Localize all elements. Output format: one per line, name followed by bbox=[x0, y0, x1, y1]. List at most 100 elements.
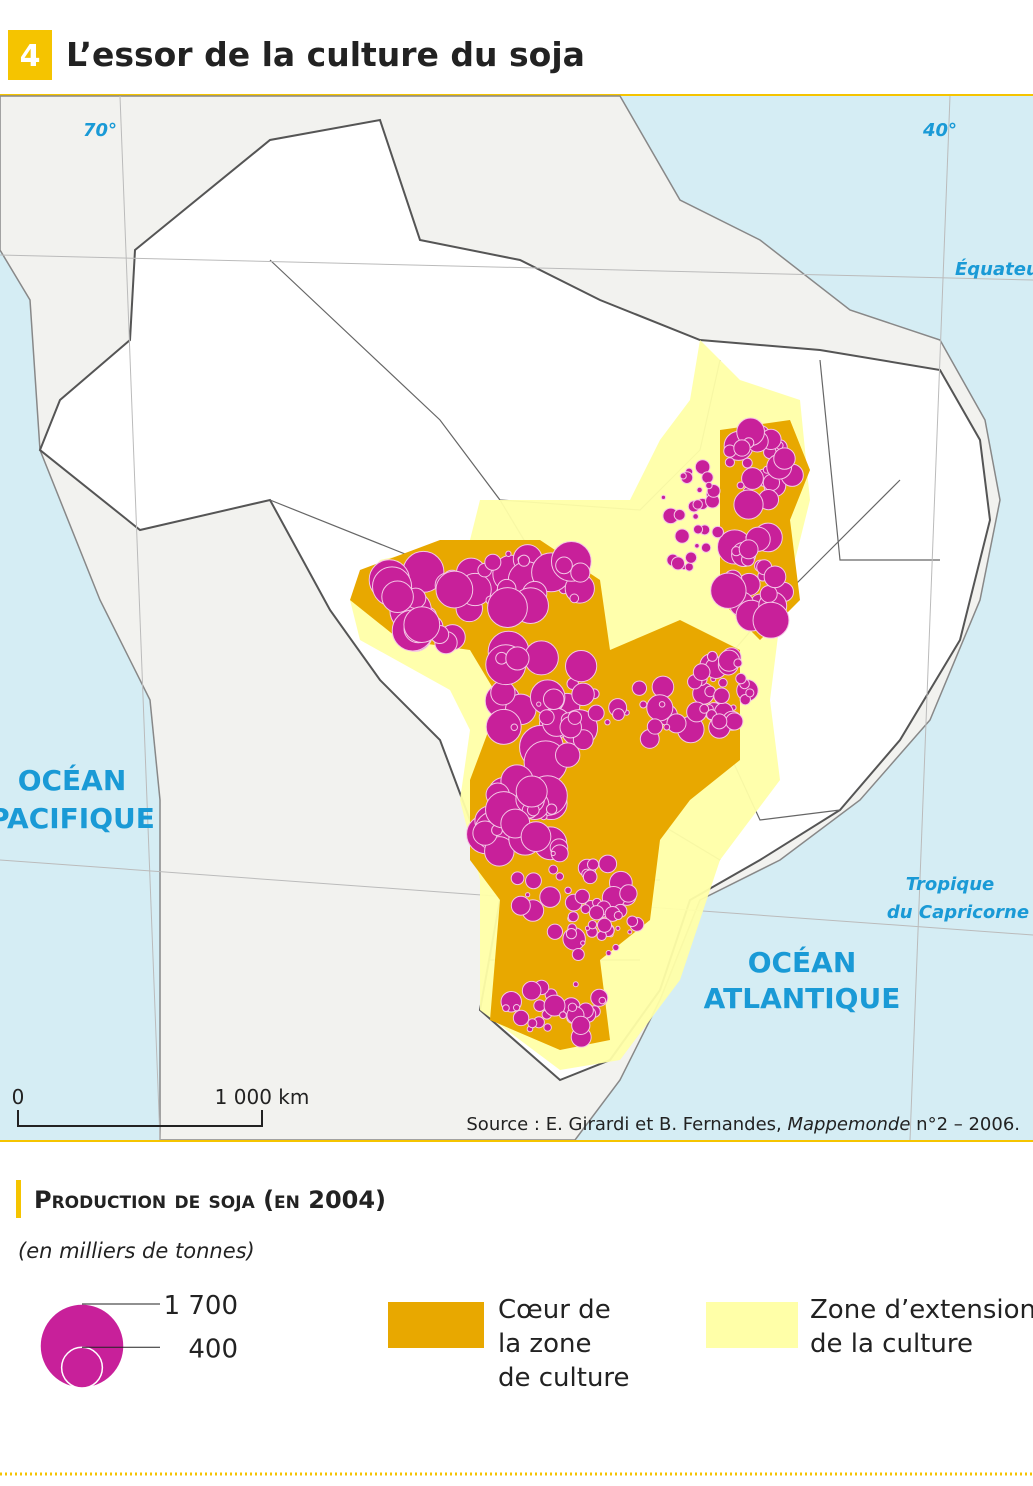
figure-number: 4 bbox=[20, 39, 41, 74]
production-circle bbox=[587, 704, 605, 722]
production-circle bbox=[505, 550, 512, 557]
production-circle bbox=[565, 650, 598, 683]
production-circle bbox=[626, 915, 639, 928]
size-legend: 1 700 400 bbox=[39, 1291, 238, 1389]
production-circle bbox=[517, 554, 531, 567]
production-circle bbox=[567, 911, 579, 923]
production-circle bbox=[571, 947, 585, 961]
production-circle bbox=[567, 710, 583, 725]
production-circle bbox=[713, 687, 730, 705]
production-circle bbox=[484, 553, 502, 571]
production-circle bbox=[505, 646, 530, 671]
production-circle bbox=[485, 708, 522, 745]
production-circle bbox=[582, 869, 598, 885]
production-circle bbox=[660, 494, 667, 500]
production-circle bbox=[711, 525, 724, 539]
production-circle bbox=[718, 677, 728, 688]
legend-label: la zone bbox=[498, 1329, 591, 1359]
tropic-label: Tropique bbox=[906, 874, 995, 895]
production-circle bbox=[741, 457, 753, 469]
size-label: 1 700 bbox=[164, 1291, 238, 1321]
production-circle bbox=[580, 940, 586, 946]
production-circle bbox=[435, 570, 474, 609]
scale-line bbox=[17, 1110, 263, 1127]
production-circle bbox=[569, 593, 580, 604]
source-journal: Mappemonde bbox=[787, 1114, 910, 1135]
equator-line bbox=[0, 254, 1033, 281]
production-circle bbox=[536, 701, 542, 707]
production-circle bbox=[550, 850, 556, 857]
extension-swatch bbox=[706, 1302, 798, 1348]
legend-label: Cœur de bbox=[498, 1295, 611, 1325]
production-circle bbox=[545, 803, 558, 815]
production-circle bbox=[596, 917, 612, 933]
production-circle bbox=[699, 703, 710, 714]
production-circle bbox=[520, 821, 552, 852]
production-circle bbox=[580, 904, 591, 915]
meridian bbox=[119, 95, 161, 1141]
production-circle bbox=[710, 572, 747, 609]
production-circle bbox=[487, 587, 528, 628]
production-circle bbox=[588, 905, 605, 921]
production-circle bbox=[692, 663, 711, 682]
production-circle bbox=[706, 650, 718, 662]
tropic-label: du Capricorne bbox=[887, 902, 1029, 923]
production-circle bbox=[615, 925, 621, 931]
production-circle bbox=[524, 892, 531, 898]
production-circle bbox=[658, 701, 666, 708]
border bbox=[269, 499, 421, 561]
production-circle bbox=[745, 688, 755, 698]
production-circle bbox=[700, 542, 712, 553]
production-circle bbox=[692, 513, 699, 520]
production-circle bbox=[510, 871, 525, 886]
production-circle bbox=[571, 1015, 591, 1035]
legend-title: Production de soja (en 2004) bbox=[34, 1186, 386, 1214]
production-circle bbox=[543, 1023, 552, 1032]
production-circle bbox=[510, 895, 531, 916]
scale-end: 1 000 km bbox=[215, 1085, 310, 1109]
production-circle bbox=[512, 1009, 530, 1027]
production-circle bbox=[598, 996, 607, 1005]
production-circle bbox=[543, 994, 566, 1017]
production-circle bbox=[502, 1004, 510, 1013]
production-circle bbox=[590, 988, 609, 1007]
production-circle bbox=[619, 884, 638, 903]
production-circle bbox=[673, 508, 686, 521]
production-circle bbox=[598, 854, 618, 874]
ocean-label: PACIFIQUE bbox=[0, 802, 155, 835]
production-circle bbox=[684, 551, 698, 564]
longitude-label: 70° bbox=[83, 120, 117, 141]
production-circle bbox=[538, 709, 555, 726]
production-circle bbox=[738, 539, 759, 560]
production-circle bbox=[539, 886, 561, 908]
production-circle bbox=[646, 718, 664, 735]
production-circle bbox=[612, 708, 625, 721]
production-circle bbox=[692, 524, 704, 535]
production-circle bbox=[736, 481, 745, 490]
longitude-label: 40° bbox=[922, 120, 957, 141]
legend-marker bbox=[16, 1180, 21, 1218]
production-circle bbox=[663, 723, 671, 731]
size-circle bbox=[60, 1346, 104, 1389]
production-circle bbox=[711, 713, 728, 730]
source-text: Source : E. Girardi et B. Fernandes, bbox=[466, 1114, 787, 1135]
production-circle bbox=[570, 562, 591, 583]
production-circle bbox=[651, 675, 675, 699]
production-circle bbox=[752, 601, 790, 639]
production-circle bbox=[705, 481, 713, 490]
production-circle bbox=[515, 775, 548, 808]
source-text: n°2 – 2006. bbox=[910, 1114, 1020, 1135]
production-circle bbox=[733, 489, 764, 520]
production-circle bbox=[510, 723, 518, 731]
production-circle bbox=[571, 682, 595, 707]
border bbox=[819, 359, 940, 561]
meridian bbox=[909, 95, 951, 1141]
production-circle bbox=[733, 658, 743, 668]
production-circle bbox=[739, 693, 751, 706]
production-circles bbox=[368, 417, 804, 1048]
production-circle bbox=[725, 712, 744, 731]
production-circle bbox=[666, 713, 687, 734]
production-circle bbox=[631, 680, 648, 696]
production-circle bbox=[612, 943, 620, 952]
